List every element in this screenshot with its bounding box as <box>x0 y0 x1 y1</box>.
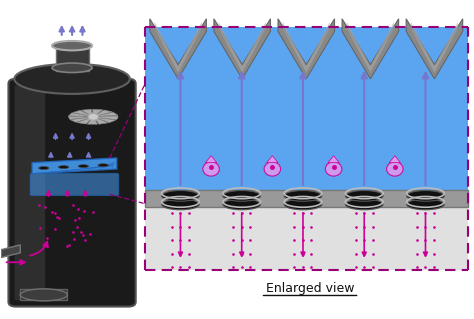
Ellipse shape <box>223 199 261 210</box>
Ellipse shape <box>284 190 322 201</box>
Text: Enlarged view: Enlarged view <box>266 283 354 295</box>
Polygon shape <box>92 109 103 117</box>
Polygon shape <box>82 109 93 117</box>
FancyBboxPatch shape <box>30 174 118 196</box>
Polygon shape <box>1 245 20 257</box>
Ellipse shape <box>162 199 199 210</box>
Ellipse shape <box>52 63 92 72</box>
Ellipse shape <box>264 162 281 176</box>
Ellipse shape <box>20 289 67 301</box>
Polygon shape <box>73 110 93 117</box>
Polygon shape <box>32 158 117 174</box>
Polygon shape <box>93 117 118 120</box>
Polygon shape <box>155 22 201 72</box>
Ellipse shape <box>346 190 383 201</box>
Polygon shape <box>342 19 399 79</box>
Ellipse shape <box>14 64 130 94</box>
Circle shape <box>88 113 99 120</box>
Ellipse shape <box>203 162 219 176</box>
Polygon shape <box>145 189 468 207</box>
Polygon shape <box>278 19 335 79</box>
Polygon shape <box>150 19 206 79</box>
Ellipse shape <box>223 190 261 201</box>
Ellipse shape <box>346 199 383 210</box>
Polygon shape <box>389 156 401 163</box>
Ellipse shape <box>407 199 444 210</box>
Polygon shape <box>69 113 93 117</box>
Polygon shape <box>267 156 278 163</box>
Polygon shape <box>68 116 93 119</box>
Ellipse shape <box>98 164 109 167</box>
Ellipse shape <box>162 190 199 201</box>
Polygon shape <box>214 19 271 79</box>
Polygon shape <box>93 117 116 122</box>
Polygon shape <box>93 112 118 117</box>
Polygon shape <box>406 19 463 79</box>
Polygon shape <box>328 156 339 163</box>
Polygon shape <box>20 289 67 300</box>
Polygon shape <box>70 117 93 122</box>
Ellipse shape <box>58 166 69 168</box>
FancyBboxPatch shape <box>9 79 136 307</box>
Ellipse shape <box>78 165 89 167</box>
Polygon shape <box>283 22 330 72</box>
Polygon shape <box>145 27 468 207</box>
Ellipse shape <box>407 190 444 201</box>
Polygon shape <box>347 22 394 72</box>
FancyBboxPatch shape <box>15 85 45 300</box>
Polygon shape <box>93 117 108 124</box>
Ellipse shape <box>387 162 403 176</box>
Polygon shape <box>87 117 98 124</box>
Polygon shape <box>55 46 89 71</box>
Polygon shape <box>77 117 93 124</box>
Polygon shape <box>145 207 468 270</box>
Ellipse shape <box>284 199 322 210</box>
Ellipse shape <box>325 162 342 176</box>
Polygon shape <box>205 156 217 163</box>
Polygon shape <box>93 110 112 117</box>
Ellipse shape <box>38 167 49 169</box>
Ellipse shape <box>52 41 92 50</box>
Polygon shape <box>411 22 458 72</box>
FancyArrowPatch shape <box>30 241 48 256</box>
Polygon shape <box>93 115 118 119</box>
Polygon shape <box>219 22 266 72</box>
